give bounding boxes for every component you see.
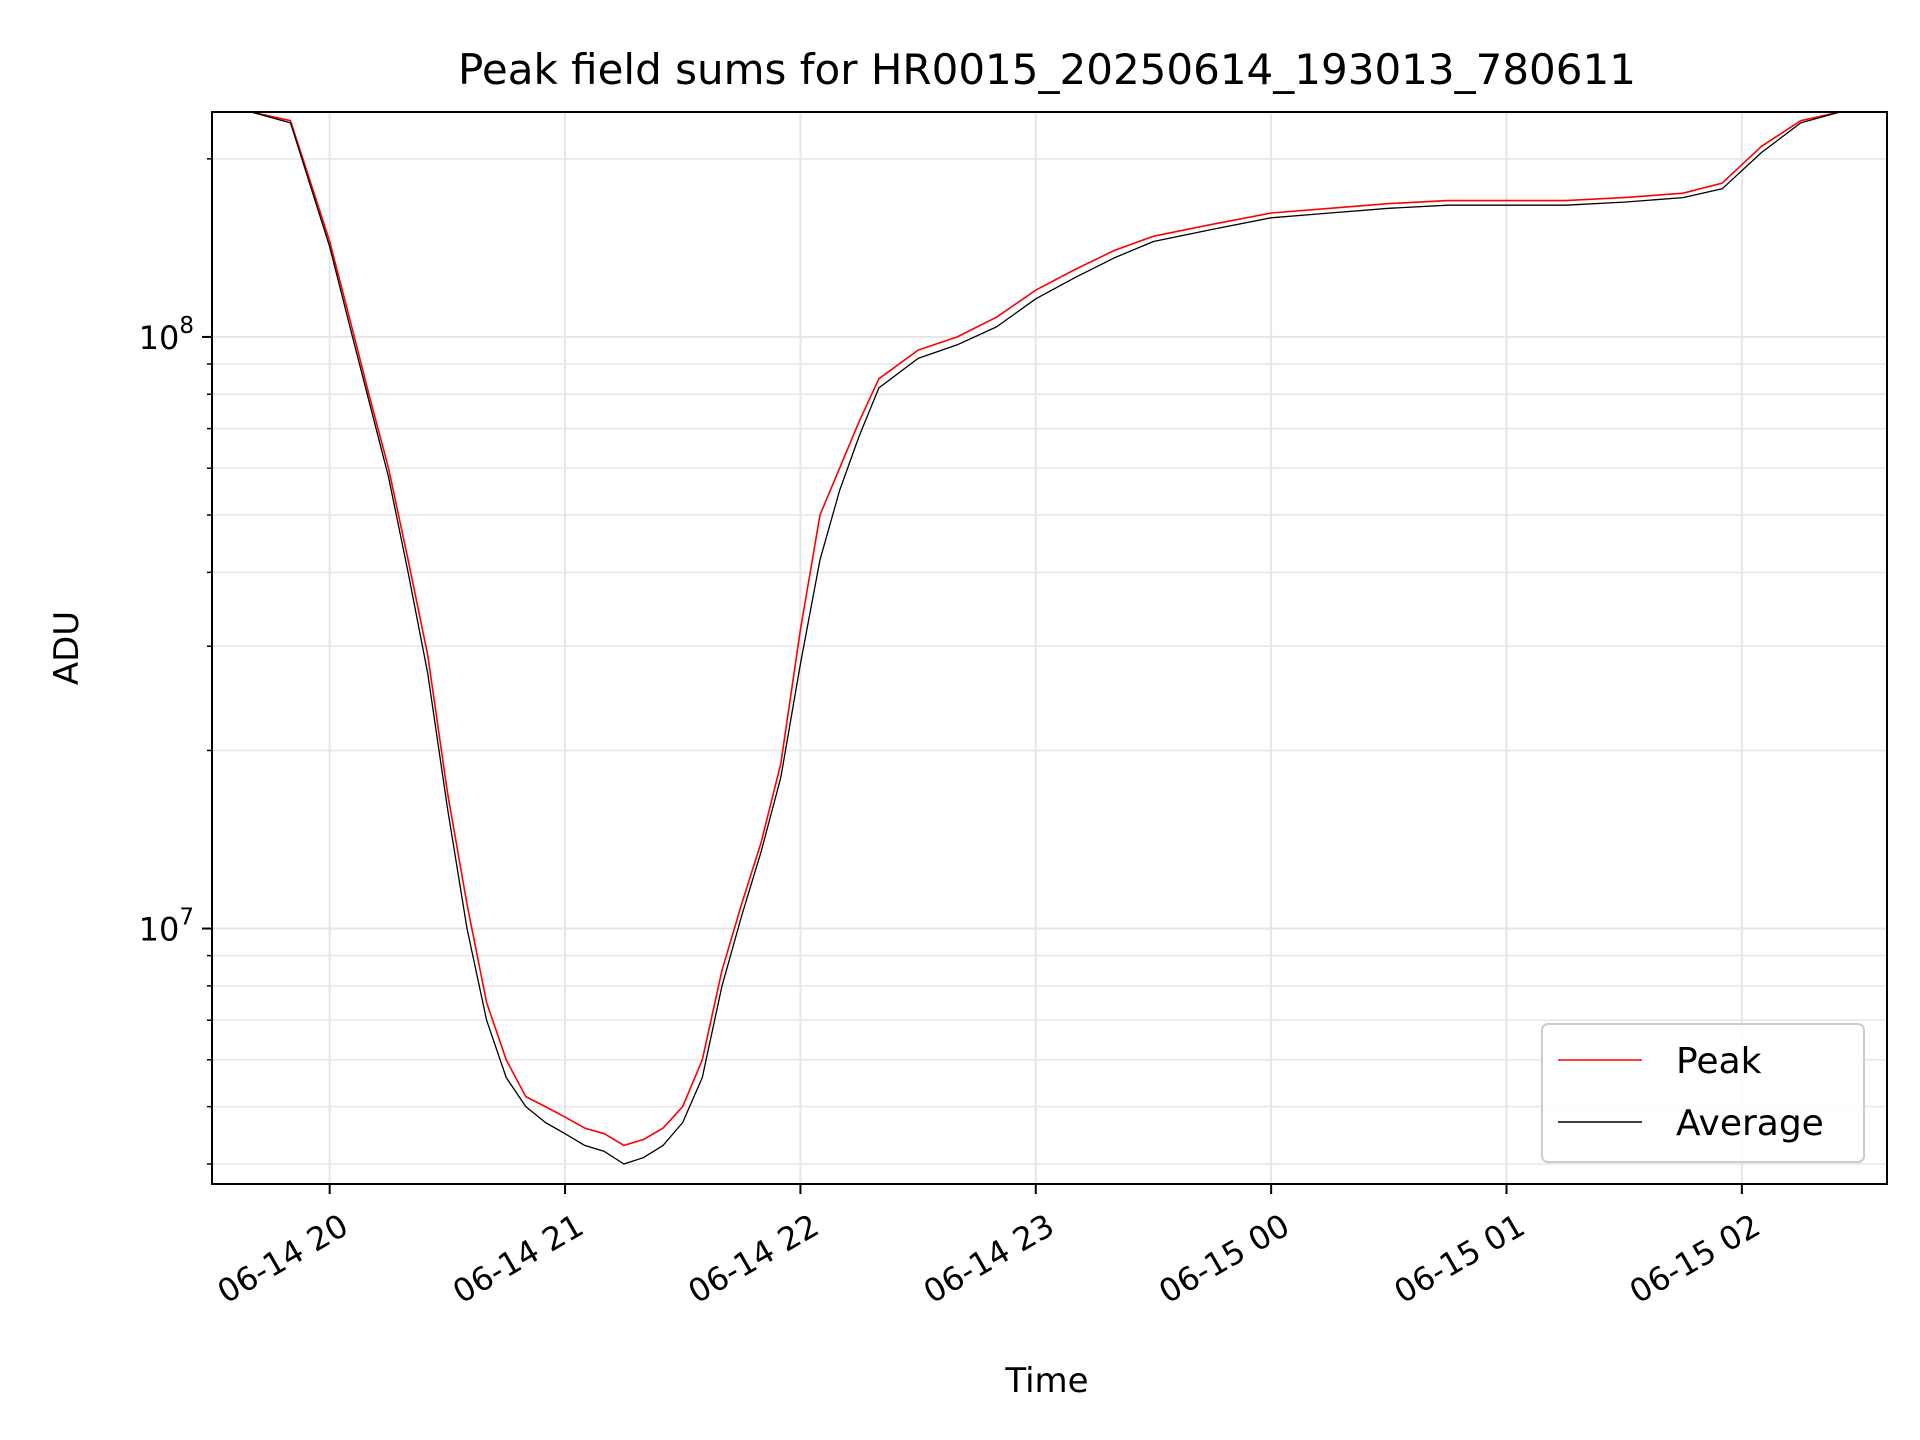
y-tick-exponent: 8 [179, 313, 194, 339]
legend-box [1541, 1023, 1865, 1163]
y-tick-label: 108 [139, 313, 194, 357]
plot-frame [211, 111, 1888, 1185]
series-line-average [212, 111, 1887, 1165]
legend-label-peak: Peak [1676, 1041, 1762, 1082]
y-tick-exponent: 7 [179, 905, 194, 931]
chart-title: Peak field sums for HR0015_20250614_1930… [458, 45, 1636, 94]
y-tick-base: 10 [139, 319, 180, 357]
y-tick-label: 107 [139, 905, 194, 949]
series-line-peak [212, 111, 1887, 1147]
grid [212, 112, 1887, 1184]
legend: Peak Average [1541, 1023, 1865, 1163]
legend-label-average: Average [1676, 1103, 1824, 1144]
series-lines [212, 111, 1887, 1165]
x-axis-label: Time [1004, 1361, 1088, 1401]
y-axis-label: ADU [47, 611, 87, 685]
y-tick-base: 10 [139, 911, 180, 949]
